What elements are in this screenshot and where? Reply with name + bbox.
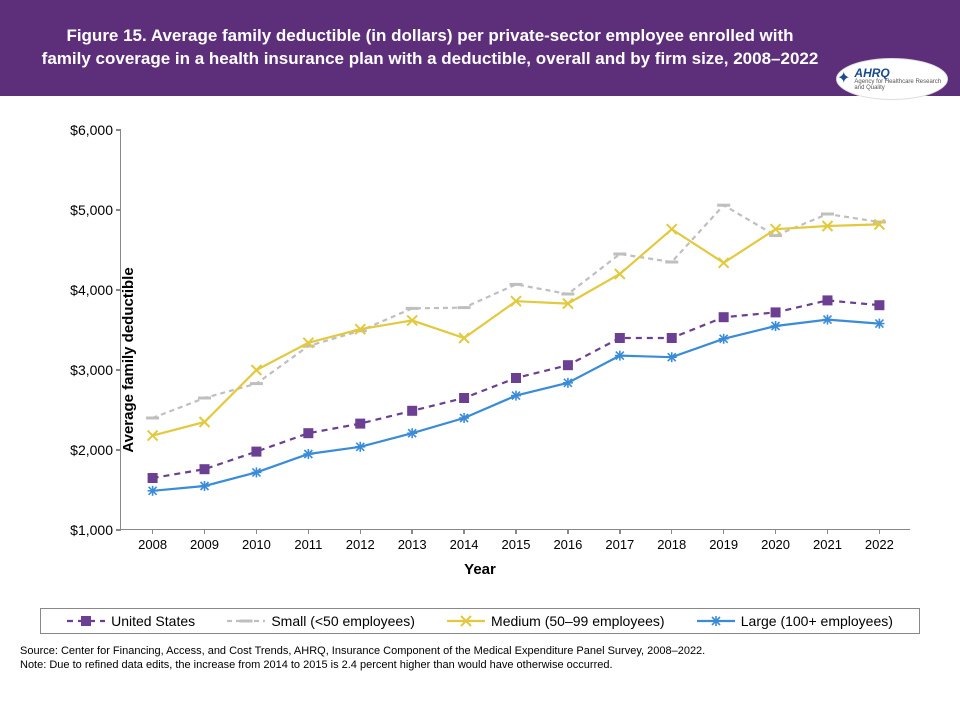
- legend-label: United States: [111, 613, 195, 629]
- series-marker: [563, 360, 573, 370]
- logo-brand: AHRQ: [854, 67, 947, 79]
- series-marker: [355, 419, 365, 429]
- series-marker: [148, 473, 158, 483]
- series-marker: [615, 269, 625, 279]
- series-marker: [459, 413, 469, 423]
- legend-label: Small (<50 employees): [271, 613, 415, 629]
- series-marker: [511, 391, 521, 401]
- plot-region: $1,000$2,000$3,000$4,000$5,000$6,0002008…: [120, 130, 910, 530]
- series-marker: [459, 393, 469, 403]
- ahrq-logo: ✦ AHRQ Agency for Healthcare Research an…: [836, 58, 948, 100]
- series-marker: [719, 258, 729, 268]
- logo-subtitle: Agency for Healthcare Research and Quali…: [854, 79, 947, 91]
- y-tick-label: $1,000: [70, 522, 121, 538]
- series-marker: [355, 442, 365, 452]
- legend: United States Small (<50 employees) Medium…: [40, 608, 920, 634]
- series-marker: [615, 351, 625, 361]
- series-line: [153, 205, 880, 418]
- edit-note: Note: Due to refined data edits, the inc…: [20, 658, 940, 672]
- series-marker: [719, 312, 729, 322]
- hhs-icon: ✦: [837, 71, 850, 87]
- x-axis-title: Year: [464, 561, 496, 578]
- series-marker: [148, 486, 158, 496]
- source-note: Source: Center for Financing, Access, an…: [20, 644, 940, 658]
- series-marker: [822, 315, 832, 325]
- legend-item: Medium (50–99 employees): [447, 613, 665, 629]
- y-tick-label: $6,000: [70, 122, 121, 138]
- series-marker: [822, 295, 832, 305]
- series-marker: [667, 352, 677, 362]
- series-marker: [200, 481, 210, 491]
- y-tick-label: $3,000: [70, 362, 121, 378]
- series-marker: [251, 467, 261, 477]
- series-marker: [667, 333, 677, 343]
- series-marker: [511, 373, 521, 383]
- legend-label: Medium (50–99 employees): [491, 613, 665, 629]
- legend-item: Small (<50 employees): [227, 613, 415, 629]
- y-tick-label: $2,000: [70, 442, 121, 458]
- series-line: [153, 320, 880, 491]
- legend-label: Large (100+ employees): [741, 613, 893, 629]
- legend-item: United States: [67, 613, 195, 629]
- series-marker: [459, 333, 469, 343]
- series-marker: [667, 224, 677, 234]
- series-marker: [874, 300, 884, 310]
- series-marker: [874, 319, 884, 329]
- series-marker: [251, 447, 261, 457]
- series-marker: [615, 333, 625, 343]
- line-layer: [121, 130, 910, 529]
- series-marker: [251, 365, 261, 375]
- chart-area: Average family deductible $1,000$2,000$3…: [30, 120, 930, 600]
- series-marker: [200, 464, 210, 474]
- series-marker: [771, 307, 781, 317]
- figure-title: Figure 15. Average family deductible (in…: [40, 25, 820, 71]
- series-marker: [563, 378, 573, 388]
- y-tick-label: $5,000: [70, 202, 121, 218]
- series-marker: [407, 406, 417, 416]
- legend-item: Large (100+ employees): [697, 613, 893, 629]
- series-marker: [719, 334, 729, 344]
- series-marker: [407, 428, 417, 438]
- y-tick-label: $4,000: [70, 282, 121, 298]
- series-marker: [303, 449, 313, 459]
- series-line: [153, 224, 880, 435]
- title-banner: Figure 15. Average family deductible (in…: [0, 0, 960, 96]
- footnotes: Source: Center for Financing, Access, an…: [20, 644, 940, 673]
- series-marker: [303, 428, 313, 438]
- series-marker: [771, 321, 781, 331]
